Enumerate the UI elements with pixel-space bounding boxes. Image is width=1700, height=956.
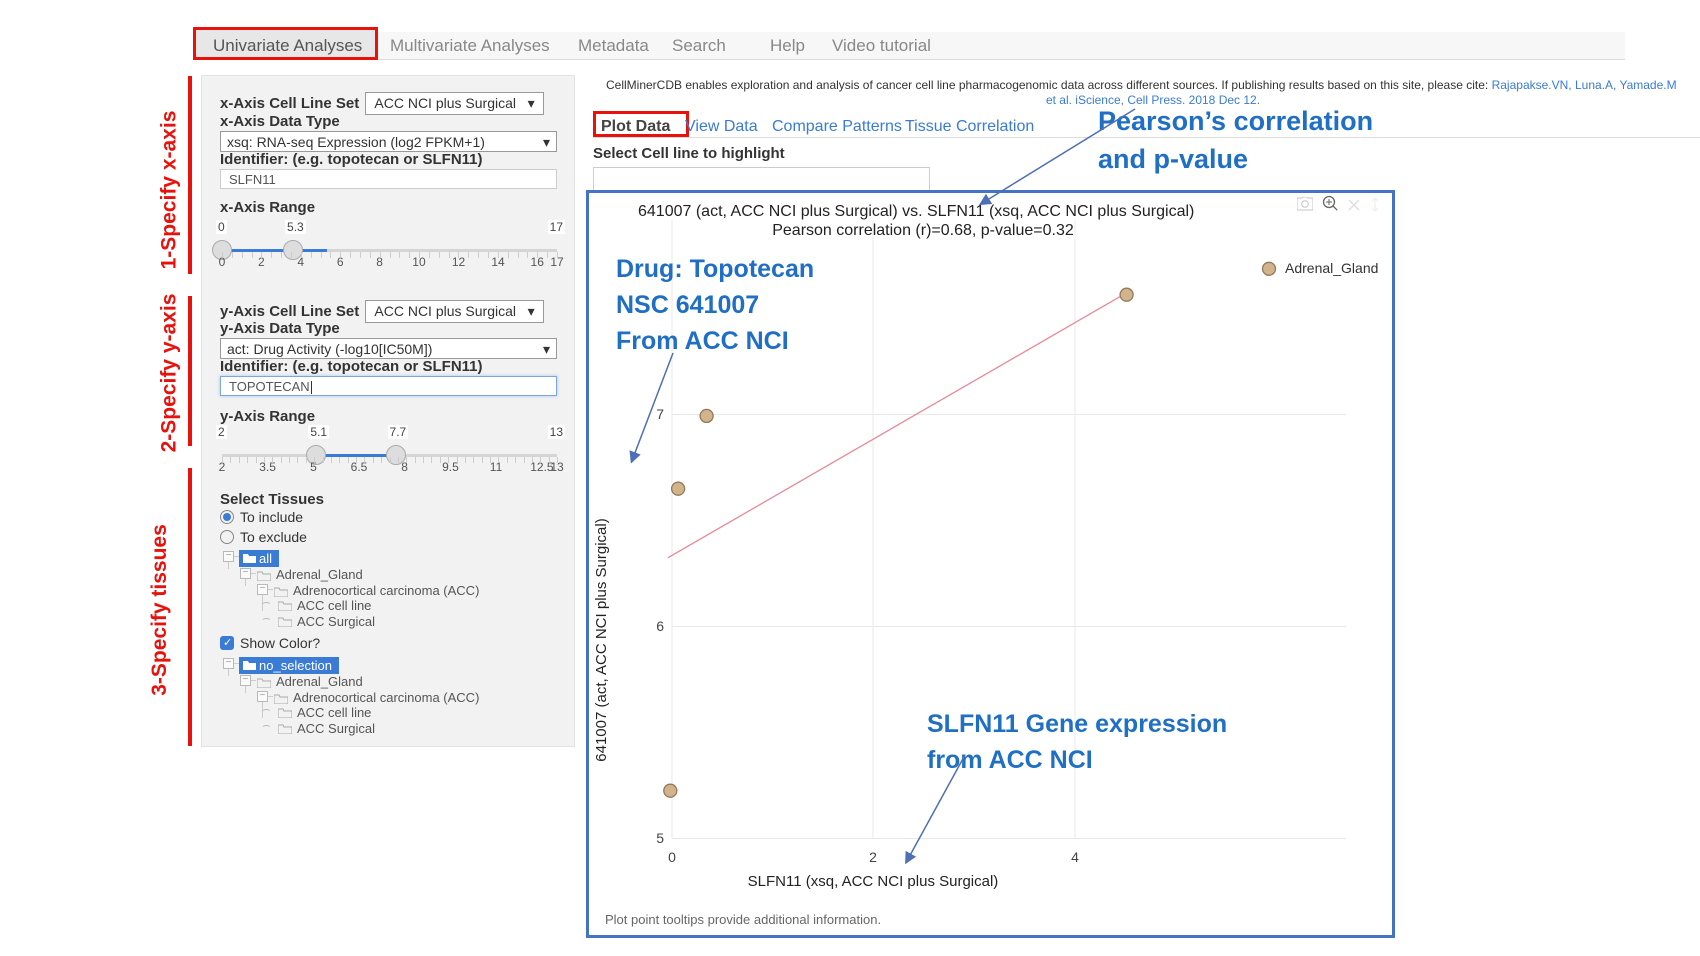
svg-text:2: 2 — [869, 849, 877, 865]
svg-text:7: 7 — [656, 406, 664, 422]
svg-text:5: 5 — [656, 830, 664, 846]
svg-text:SLFN11 (xsq, ACC NCI plus Surg: SLFN11 (xsq, ACC NCI plus Surgical) — [748, 873, 999, 890]
svg-text:Adrenal_Gland: Adrenal_Gland — [1285, 260, 1378, 276]
svg-text:4: 4 — [1071, 849, 1079, 865]
svg-text:0: 0 — [668, 849, 676, 865]
svg-text:641007 (act, ACC NCI plus Surg: 641007 (act, ACC NCI plus Surgical) — [593, 518, 610, 761]
svg-text:6: 6 — [656, 618, 664, 634]
